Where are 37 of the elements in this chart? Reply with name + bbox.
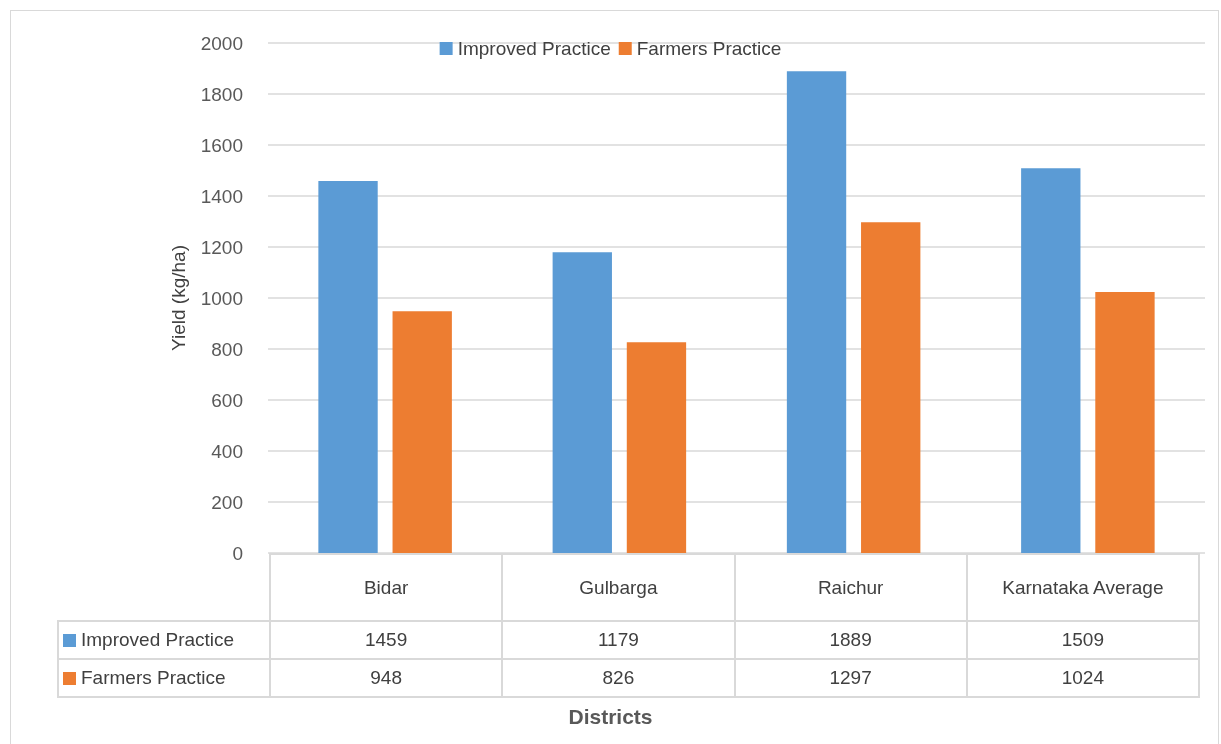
bar — [861, 222, 921, 553]
y-tick-label: 2000 — [200, 32, 243, 54]
y-tick-label: 1000 — [200, 287, 243, 309]
y-tick-label: 0 — [232, 542, 243, 564]
y-tick-label: 1600 — [200, 134, 243, 156]
y-tick-label: 600 — [211, 389, 243, 411]
bar — [626, 342, 687, 553]
data-label: 1024 — [966, 659, 1199, 697]
bar — [1021, 168, 1081, 553]
y-tick-label: 200 — [211, 491, 243, 513]
data-label: 1889 — [734, 621, 967, 659]
bar — [392, 311, 452, 553]
y-tick-label: 400 — [211, 440, 243, 462]
x-tick-label: Bidar — [270, 554, 503, 621]
data-label: 1179 — [502, 621, 735, 659]
y-tick-label: 1400 — [200, 185, 243, 207]
data-label: 1459 — [270, 621, 503, 659]
x-tick-label: Raichur — [734, 554, 967, 621]
bar — [786, 71, 847, 553]
bar — [318, 180, 378, 553]
x-tick-label: Gulbarga — [502, 554, 735, 621]
data-label: 1509 — [966, 621, 1199, 659]
y-tick-label: 1200 — [200, 236, 243, 258]
bar — [552, 252, 612, 553]
legend-label: Improved Practice — [457, 38, 611, 59]
bar — [1095, 291, 1155, 553]
data-label: 948 — [270, 659, 503, 697]
legend-label: Farmers Practice — [636, 38, 782, 59]
y-axis-title: Yield (kg/ha) — [168, 245, 189, 351]
x-tick-label: Karnataka Average — [966, 554, 1199, 621]
text: Districts — [568, 705, 653, 728]
data-label: 1297 — [734, 659, 967, 697]
y-tick-label: 800 — [211, 338, 243, 360]
text: Improved Practice — [81, 629, 235, 650]
y-tick-label: 1800 — [200, 83, 243, 105]
data-label: 826 — [502, 659, 735, 697]
text: Farmers Practice — [81, 667, 226, 688]
